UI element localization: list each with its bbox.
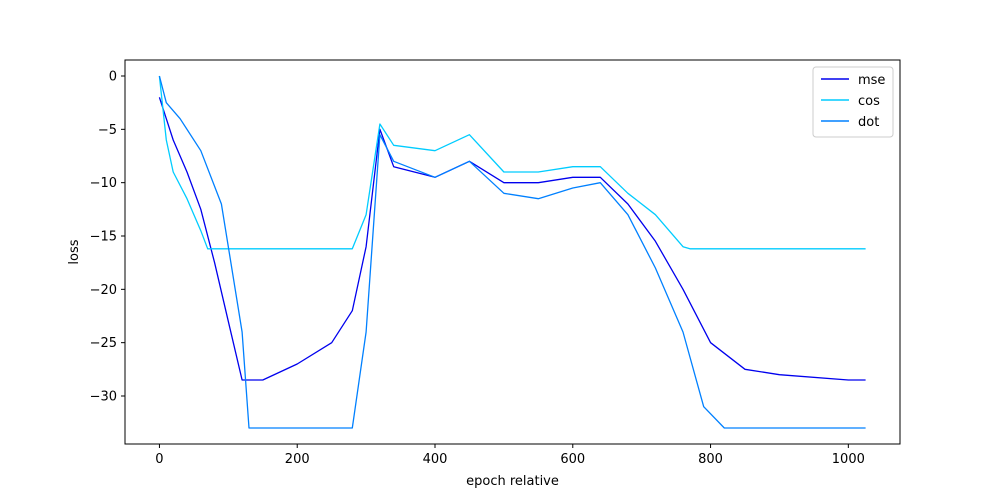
legend-label-dot: dot <box>858 115 879 130</box>
x-tick-label: 600 <box>560 452 585 467</box>
y-tick-label: −25 <box>90 336 117 351</box>
y-tick-label: −30 <box>90 390 117 405</box>
y-tick-label: −15 <box>90 230 117 245</box>
y-tick-label: 0 <box>109 70 117 85</box>
y-axis-ticks: 0 −5 −10 −15 −20 −25 −30 <box>90 70 125 405</box>
legend: mse cos dot <box>812 66 894 138</box>
x-axis-ticks: 0 200 400 600 800 1000 <box>155 444 865 467</box>
legend-box <box>812 66 894 138</box>
y-tick-label: −10 <box>90 176 117 191</box>
plot-area <box>158 75 866 429</box>
x-tick-label: 1000 <box>832 452 865 467</box>
x-axis-label: epoch relative <box>466 474 559 489</box>
y-axis-label: loss <box>67 239 82 264</box>
x-tick-label: 800 <box>698 452 723 467</box>
series-line-dot <box>158 75 866 429</box>
series-line-cos <box>158 75 866 250</box>
x-tick-label: 200 <box>285 452 310 467</box>
legend-label-mse: mse <box>858 73 885 88</box>
x-tick-label: 400 <box>423 452 448 467</box>
x-tick-label: 0 <box>155 452 163 467</box>
y-tick-label: −5 <box>98 123 117 138</box>
y-tick-label: −20 <box>90 283 117 298</box>
plot-frame <box>124 59 901 445</box>
legend-label-cos: cos <box>858 94 880 109</box>
series-line-mse <box>158 97 866 381</box>
